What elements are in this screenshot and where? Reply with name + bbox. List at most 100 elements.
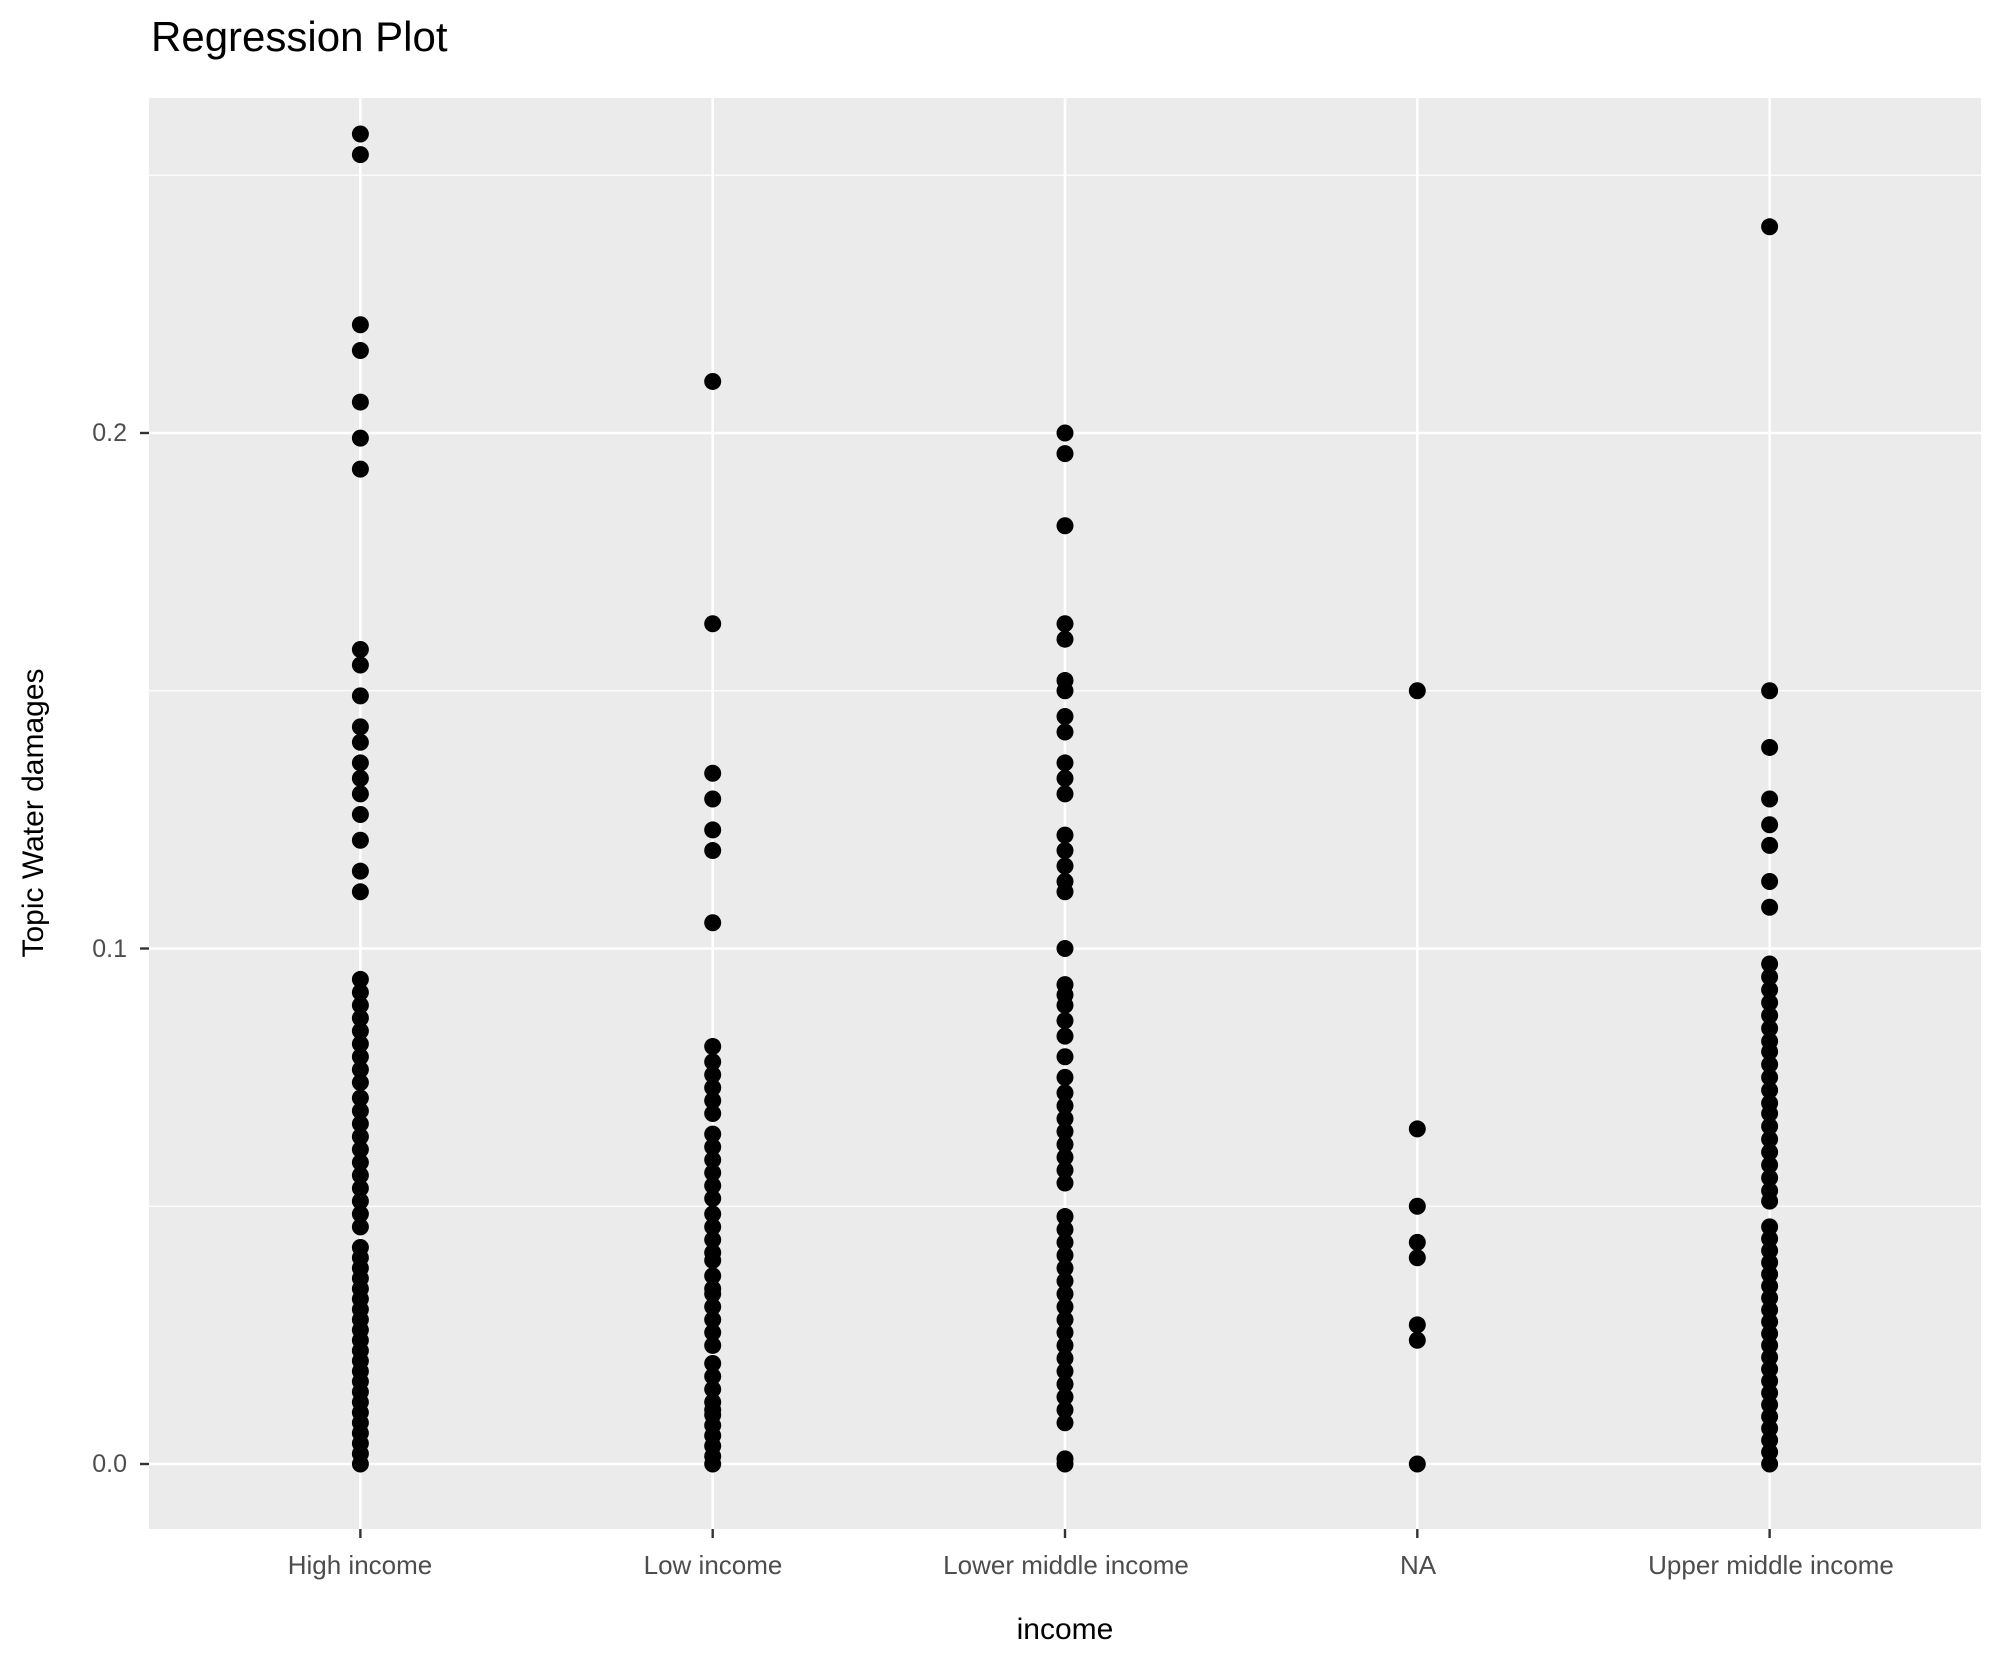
data-point xyxy=(1761,1384,1779,1402)
data-point xyxy=(1056,826,1074,844)
data-point xyxy=(1408,1455,1426,1473)
data-point xyxy=(1761,1218,1779,1236)
x-tick-label-high-income: High income xyxy=(287,1550,433,1580)
data-point xyxy=(351,970,369,988)
data-point xyxy=(1761,994,1779,1012)
data-point xyxy=(1761,1081,1779,1099)
chart-title: Regression Plot xyxy=(151,13,448,60)
data-point xyxy=(351,125,369,143)
data-point xyxy=(704,1079,722,1097)
data-point xyxy=(1056,1285,1074,1303)
data-point xyxy=(1408,1316,1426,1334)
data-point xyxy=(704,1336,722,1354)
data-point xyxy=(351,1035,369,1053)
data-point xyxy=(704,1324,722,1342)
data-point xyxy=(1056,615,1074,633)
data-point xyxy=(1056,1272,1074,1290)
data-point xyxy=(351,1009,369,1027)
data-point xyxy=(1761,1301,1779,1319)
data-point xyxy=(351,1048,369,1066)
data-point xyxy=(351,1022,369,1040)
data-point xyxy=(1056,1388,1074,1406)
data-point xyxy=(1761,1289,1779,1307)
data-points-layer xyxy=(351,125,1779,1473)
data-point xyxy=(704,1037,722,1055)
x-axis-title: income xyxy=(1016,1613,1114,1646)
data-point xyxy=(1056,1349,1074,1367)
data-point xyxy=(704,1138,722,1156)
data-point xyxy=(351,754,369,772)
data-point xyxy=(1056,1246,1074,1264)
data-point xyxy=(351,1192,369,1210)
data-point xyxy=(1761,1455,1779,1473)
data-point xyxy=(1761,1169,1779,1187)
data-point xyxy=(1056,1362,1074,1380)
data-point xyxy=(704,1298,722,1316)
data-point xyxy=(704,1311,722,1329)
data-point xyxy=(704,914,722,932)
data-point xyxy=(704,1380,722,1398)
data-point xyxy=(351,1128,369,1146)
data-point xyxy=(1056,1259,1074,1277)
data-point xyxy=(1761,955,1779,973)
data-point xyxy=(351,1089,369,1107)
data-point xyxy=(351,805,369,823)
data-point xyxy=(704,1455,722,1473)
y-tick-label-0-2: 0.2 xyxy=(92,419,127,447)
data-point xyxy=(1761,1372,1779,1390)
data-point xyxy=(704,1251,722,1269)
data-point xyxy=(1761,218,1779,236)
data-point xyxy=(1761,1396,1779,1414)
data-point xyxy=(704,1104,722,1122)
data-point xyxy=(704,1231,722,1249)
data-point xyxy=(1056,996,1074,1014)
data-point xyxy=(1408,1249,1426,1267)
data-point xyxy=(1056,1233,1074,1251)
data-point xyxy=(351,1141,369,1159)
data-point xyxy=(1761,1192,1779,1210)
data-point xyxy=(1056,1012,1074,1030)
data-point xyxy=(1056,682,1074,700)
data-point xyxy=(1761,682,1779,700)
data-point xyxy=(1761,981,1779,999)
data-point xyxy=(1056,940,1074,957)
data-point xyxy=(351,393,369,411)
x-tick-label-low-income: Low income xyxy=(643,1550,783,1580)
data-point xyxy=(1056,723,1074,741)
data-point xyxy=(704,821,722,839)
data-point xyxy=(1761,1007,1779,1025)
data-point xyxy=(1056,517,1074,535)
data-point xyxy=(351,1102,369,1120)
data-point xyxy=(1761,1431,1779,1449)
data-point xyxy=(704,1125,722,1143)
data-point xyxy=(351,1166,369,1184)
data-point xyxy=(1761,1068,1779,1086)
data-point xyxy=(1761,1019,1779,1037)
data-point xyxy=(1761,738,1779,756)
data-point xyxy=(704,372,722,390)
data-point xyxy=(1056,883,1074,901)
data-point xyxy=(1056,1414,1074,1432)
data-point xyxy=(1761,1117,1779,1135)
data-point xyxy=(704,1190,722,1208)
data-point xyxy=(351,983,369,1001)
data-point xyxy=(1761,1419,1779,1437)
data-point xyxy=(1056,1123,1074,1141)
data-point xyxy=(1761,1156,1779,1174)
data-point xyxy=(1056,1311,1074,1329)
data-point xyxy=(1408,682,1426,700)
data-point xyxy=(1056,1336,1074,1354)
x-tick-label-na: NA xyxy=(1399,1550,1437,1580)
data-point xyxy=(1056,1324,1074,1342)
data-point xyxy=(1761,1230,1779,1248)
data-point xyxy=(704,1285,722,1303)
data-point xyxy=(351,687,369,705)
data-point xyxy=(351,460,369,478)
data-point xyxy=(1056,445,1074,463)
data-point xyxy=(704,615,722,633)
tick-marks-layer xyxy=(140,431,1771,1538)
data-point xyxy=(1408,1197,1426,1215)
data-point xyxy=(1056,708,1074,726)
